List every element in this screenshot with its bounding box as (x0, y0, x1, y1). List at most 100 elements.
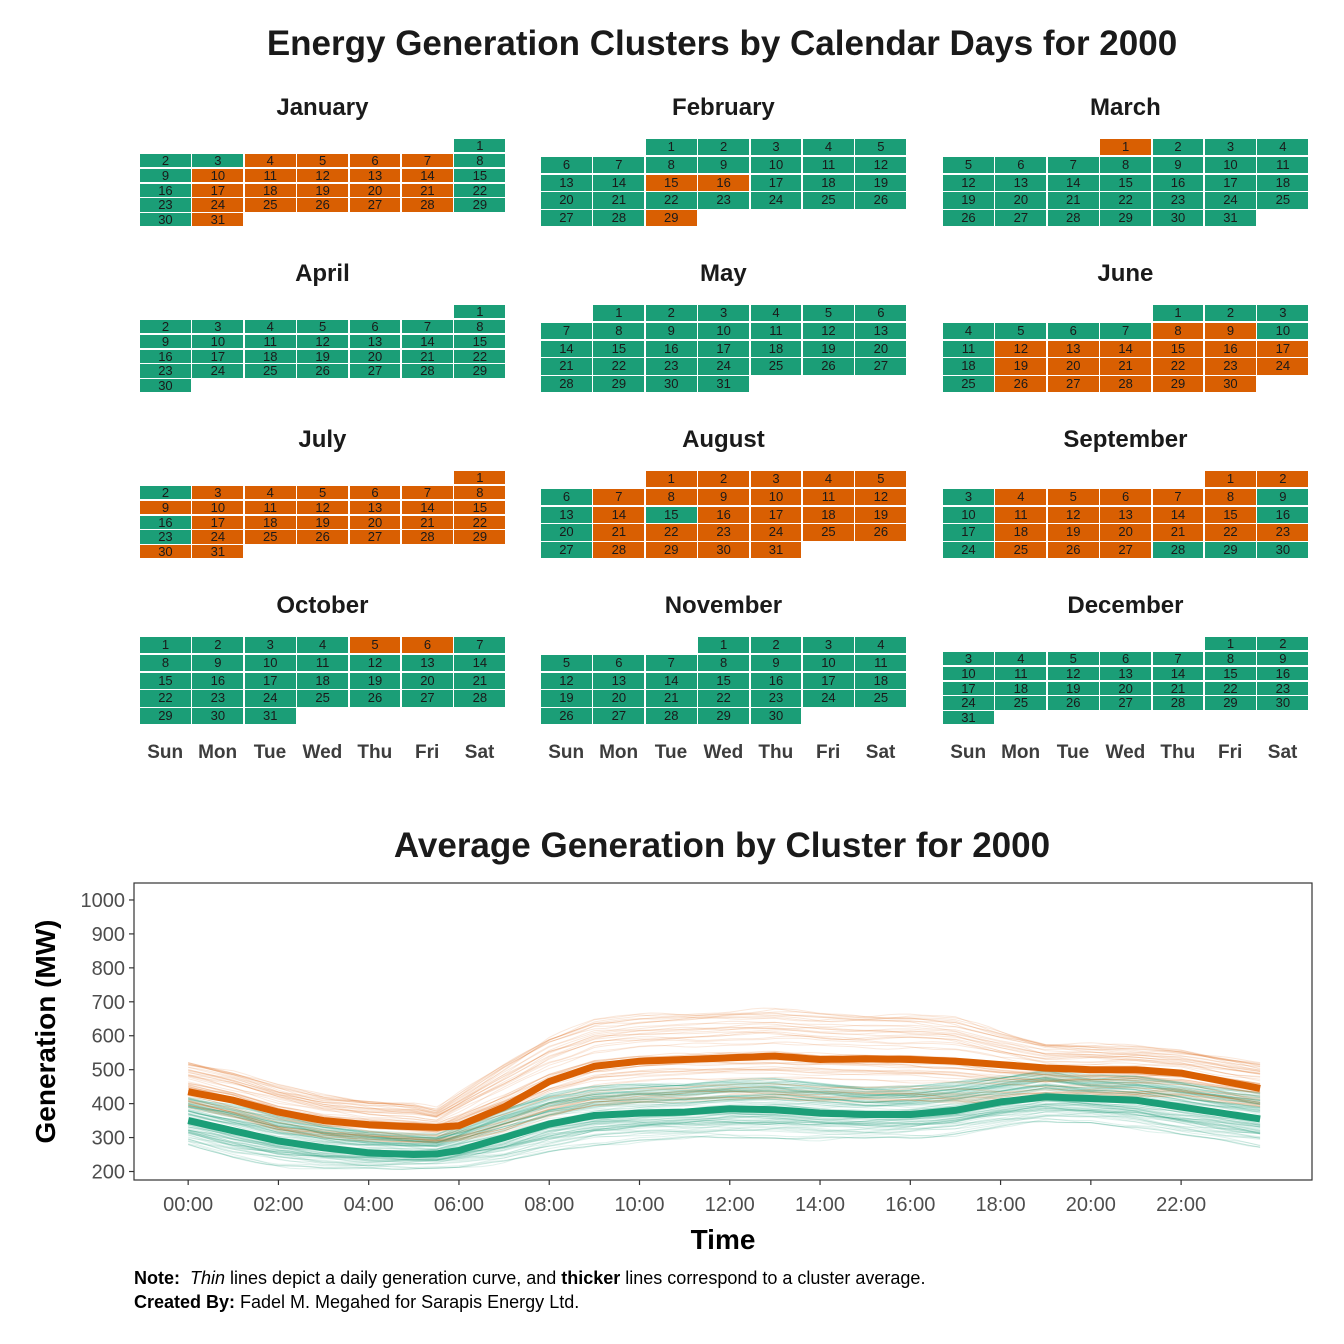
y-axis-label: Generation (MW) (30, 920, 61, 1144)
day-cell: 31 (749, 541, 803, 560)
daily-curve-cluster-1 (188, 1107, 1261, 1161)
day-cell: 14 (592, 173, 646, 192)
daily-curve-cluster-1 (188, 1083, 1261, 1144)
day-cell: 22 (644, 523, 698, 542)
day-cell: 2 (139, 152, 192, 169)
day-cell: 18 (994, 523, 1048, 542)
day-cell: 19 (1046, 680, 1100, 696)
day-cell: 22 (592, 357, 646, 376)
daily-curve-cluster-1 (188, 1074, 1261, 1141)
daily-curve-cluster-2 (188, 1093, 1261, 1142)
daily-curve-cluster-2 (188, 1026, 1261, 1118)
daily-curve-cluster-1 (188, 1106, 1261, 1161)
day-cell: 12 (296, 499, 350, 515)
day-cell: 17 (942, 680, 995, 696)
daily-curve-cluster-2 (188, 1088, 1261, 1140)
day-cell: 26 (942, 209, 995, 228)
cluster-average-line-2 (187, 1052, 1261, 1131)
daily-curve-cluster-1 (188, 1074, 1261, 1139)
day-cell: 23 (1256, 680, 1310, 696)
daily-curve-cluster-1 (188, 1089, 1261, 1150)
daily-curve-cluster-1 (188, 1078, 1261, 1143)
daily-curve-cluster-2 (188, 1031, 1261, 1119)
day-cell: 2 (139, 484, 192, 501)
daily-curve-cluster-1 (188, 1072, 1261, 1139)
day-cell: 22 (453, 348, 507, 364)
day-cell: 5 (942, 155, 995, 175)
day-cell: 31 (191, 544, 245, 560)
day-cell: 30 (139, 378, 192, 394)
day-cell: 9 (191, 653, 245, 673)
day-cell: 24 (1256, 357, 1310, 376)
day-cell: 2 (1151, 138, 1205, 157)
daily-curve-cluster-1 (188, 1110, 1261, 1164)
note-thin: Thin (190, 1268, 226, 1288)
day-cell: 19 (296, 514, 350, 530)
day-cell: 6 (994, 155, 1048, 175)
day-cell: 21 (1046, 191, 1100, 210)
x-tick-label: 14:00 (795, 1194, 845, 1216)
daily-curve-cluster-1 (188, 1113, 1261, 1166)
day-cell: 15 (644, 173, 698, 192)
weekday-label: Tue (654, 742, 688, 763)
day-cell: 23 (139, 197, 192, 213)
daily-curve-cluster-2 (188, 1011, 1261, 1112)
daily-curve-cluster-2 (188, 1013, 1261, 1112)
daily-curve-cluster-2 (188, 1076, 1261, 1136)
month-title-september: September (1063, 426, 1188, 453)
daily-curve-cluster-1 (188, 1120, 1261, 1170)
day-cell: 30 (1151, 209, 1205, 228)
month-title-may: May (700, 260, 747, 287)
day-cell: 19 (1046, 523, 1100, 542)
day-cell: 29 (644, 541, 698, 560)
day-cell: 19 (854, 505, 908, 524)
day-cell: 17 (802, 671, 855, 690)
month-title-july: July (298, 426, 347, 453)
daily-curve-cluster-1 (188, 1121, 1261, 1170)
day-cell: 13 (854, 321, 908, 341)
day-cell: 26 (296, 197, 350, 213)
daily-curve-cluster-2 (188, 1077, 1261, 1137)
day-cell: 11 (296, 653, 350, 673)
day-cell: 14 (401, 333, 454, 349)
day-cell: 26 (296, 363, 350, 379)
day-cell: 29 (453, 363, 507, 379)
day-cell: 17 (749, 173, 803, 192)
daily-curve-cluster-2 (188, 1037, 1261, 1121)
day-cell: 21 (592, 191, 646, 210)
day-cell: 17 (243, 671, 297, 690)
day-cell: 25 (243, 529, 297, 545)
day-cell: 17 (191, 514, 245, 530)
daily-curve-cluster-1 (188, 1071, 1261, 1139)
day-cell: 22 (453, 182, 507, 198)
daily-curve-cluster-2 (188, 1083, 1261, 1139)
daily-curve-cluster-1 (188, 1107, 1261, 1162)
day-cell: 5 (854, 470, 908, 489)
weekday-label: Thu (758, 742, 794, 763)
daily-curve-cluster-1 (188, 1111, 1261, 1165)
day-cell: 13 (1099, 665, 1153, 681)
day-cell: 19 (348, 671, 402, 690)
day-cell: 13 (540, 173, 593, 192)
day-cell: 11 (1256, 155, 1310, 175)
day-cell: 3 (191, 152, 245, 169)
day-cell: 18 (749, 339, 803, 358)
day-cell: 10 (191, 499, 245, 515)
day-cell: 31 (243, 707, 297, 726)
y-tick-label: 500 (92, 1060, 125, 1082)
day-cell: 19 (942, 191, 995, 210)
daily-curve-cluster-1 (188, 1112, 1261, 1165)
day-cell: 11 (854, 653, 908, 673)
day-cell: 7 (401, 152, 454, 169)
day-cell: 11 (243, 167, 297, 183)
day-cell: 11 (802, 155, 855, 175)
day-cell: 29 (453, 197, 507, 213)
day-cell: 4 (749, 304, 803, 323)
daily-curve-cluster-1 (188, 1082, 1261, 1147)
day-cell: 19 (296, 348, 350, 364)
day-cell: 20 (401, 671, 454, 690)
day-cell: 28 (592, 209, 646, 228)
daily-curve-cluster-1 (188, 1080, 1261, 1143)
day-cell: 2 (697, 138, 751, 157)
day-cell: 26 (854, 191, 908, 210)
